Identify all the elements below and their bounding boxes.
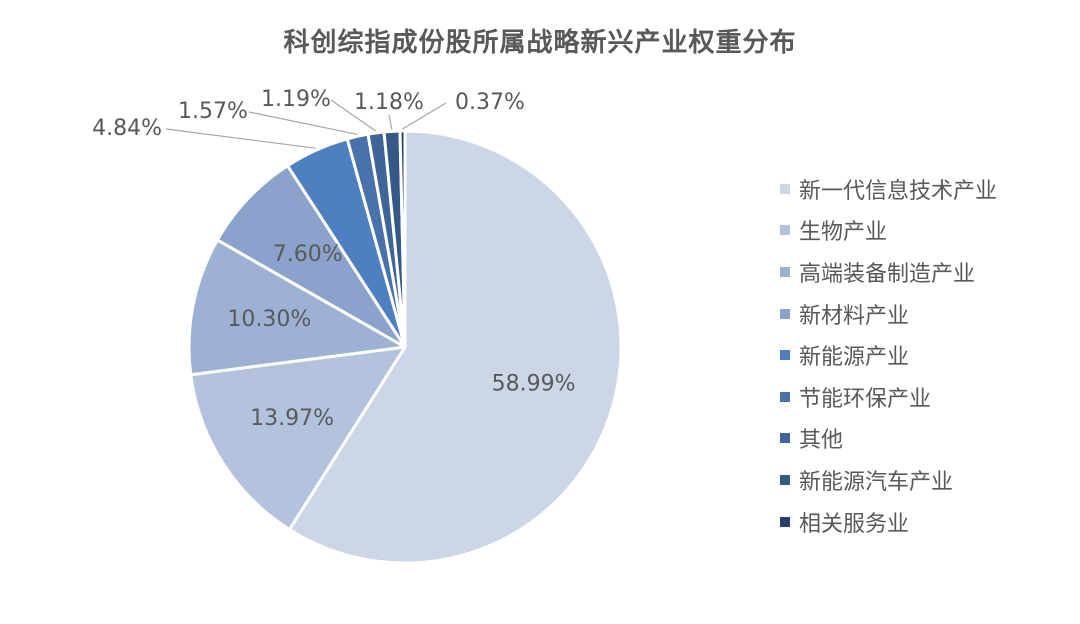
pie-slice-3 [215, 164, 407, 349]
data-label-1: 13.97% [250, 406, 334, 431]
pie-slice-1 [189, 345, 407, 531]
data-label-3: 7.60% [273, 242, 343, 267]
legend-swatch [780, 183, 790, 194]
legend-label: 新材料产业 [799, 303, 910, 329]
legend-item-6: 其他 [780, 418, 997, 460]
pie-slice-0 [287, 129, 623, 565]
data-label-4: 4.84% [92, 116, 162, 141]
leader-line-8 [402, 102, 447, 130]
legend: 新一代信息技术产业 生物产业高端装备制造产业 新材料产业新能源产业节能环保产业 其他新… [780, 168, 997, 542]
chart-title: 科创综指成份股所属战略新兴产业权重分布 [283, 28, 797, 58]
legend-item-1: 生物产业 [780, 210, 997, 252]
legend-swatch [780, 433, 790, 444]
legend-label: 生物产业 [799, 220, 888, 246]
legend-swatch [780, 308, 790, 319]
legend-label: 高端装备制造产业 [799, 261, 976, 287]
legend-label: 新一代信息技术产业 [799, 178, 998, 204]
pie-slice-8 [398, 129, 407, 349]
legend-label: 相关服务业 [799, 511, 910, 537]
data-labels: 58.99% 13.97% 10.30% 7.60% 4.84% 1.57% 1.19% 1.… [92, 87, 575, 431]
leader-line-6 [330, 99, 377, 132]
data-label-8: 0.37% [455, 90, 525, 115]
legend-label: 新能源汽车产业 [799, 469, 954, 495]
legend-swatch [780, 474, 790, 485]
legend-item-3: 新材料产业 [780, 293, 997, 335]
legend-label: 新能源产业 [799, 345, 910, 371]
legend-swatch [780, 350, 790, 361]
legend-label: 节能环保产业 [799, 386, 932, 412]
legend-swatch [780, 266, 790, 277]
legend-item-4: 新能源产业 [780, 334, 997, 376]
legend-swatch [780, 391, 790, 402]
legend-swatch [780, 225, 790, 236]
pie-slices [187, 129, 623, 565]
data-label-7: 1.18% [354, 90, 424, 115]
leader-line-7 [388, 114, 393, 130]
leader-line-5 [248, 111, 358, 135]
pie-slice-2 [187, 238, 407, 377]
legend-item-2: 高端装备制造产业 [780, 251, 997, 293]
legend-item-5: 节能环保产业 [780, 376, 997, 418]
legend-item-7: 新能源汽车产业 [780, 459, 997, 501]
data-label-5: 1.57% [178, 99, 248, 124]
legend-item-0: 新一代信息技术产业 [780, 168, 997, 210]
legend-label: 其他 [799, 428, 844, 454]
data-label-2: 10.30% [227, 307, 311, 332]
data-label-6: 1.19% [261, 87, 331, 112]
legend-item-8: 相关服务业 [780, 501, 997, 543]
data-label-0: 58.99% [492, 371, 576, 396]
leader-line-4 [165, 128, 316, 149]
leader-lines [165, 99, 447, 149]
legend-swatch [780, 516, 790, 527]
